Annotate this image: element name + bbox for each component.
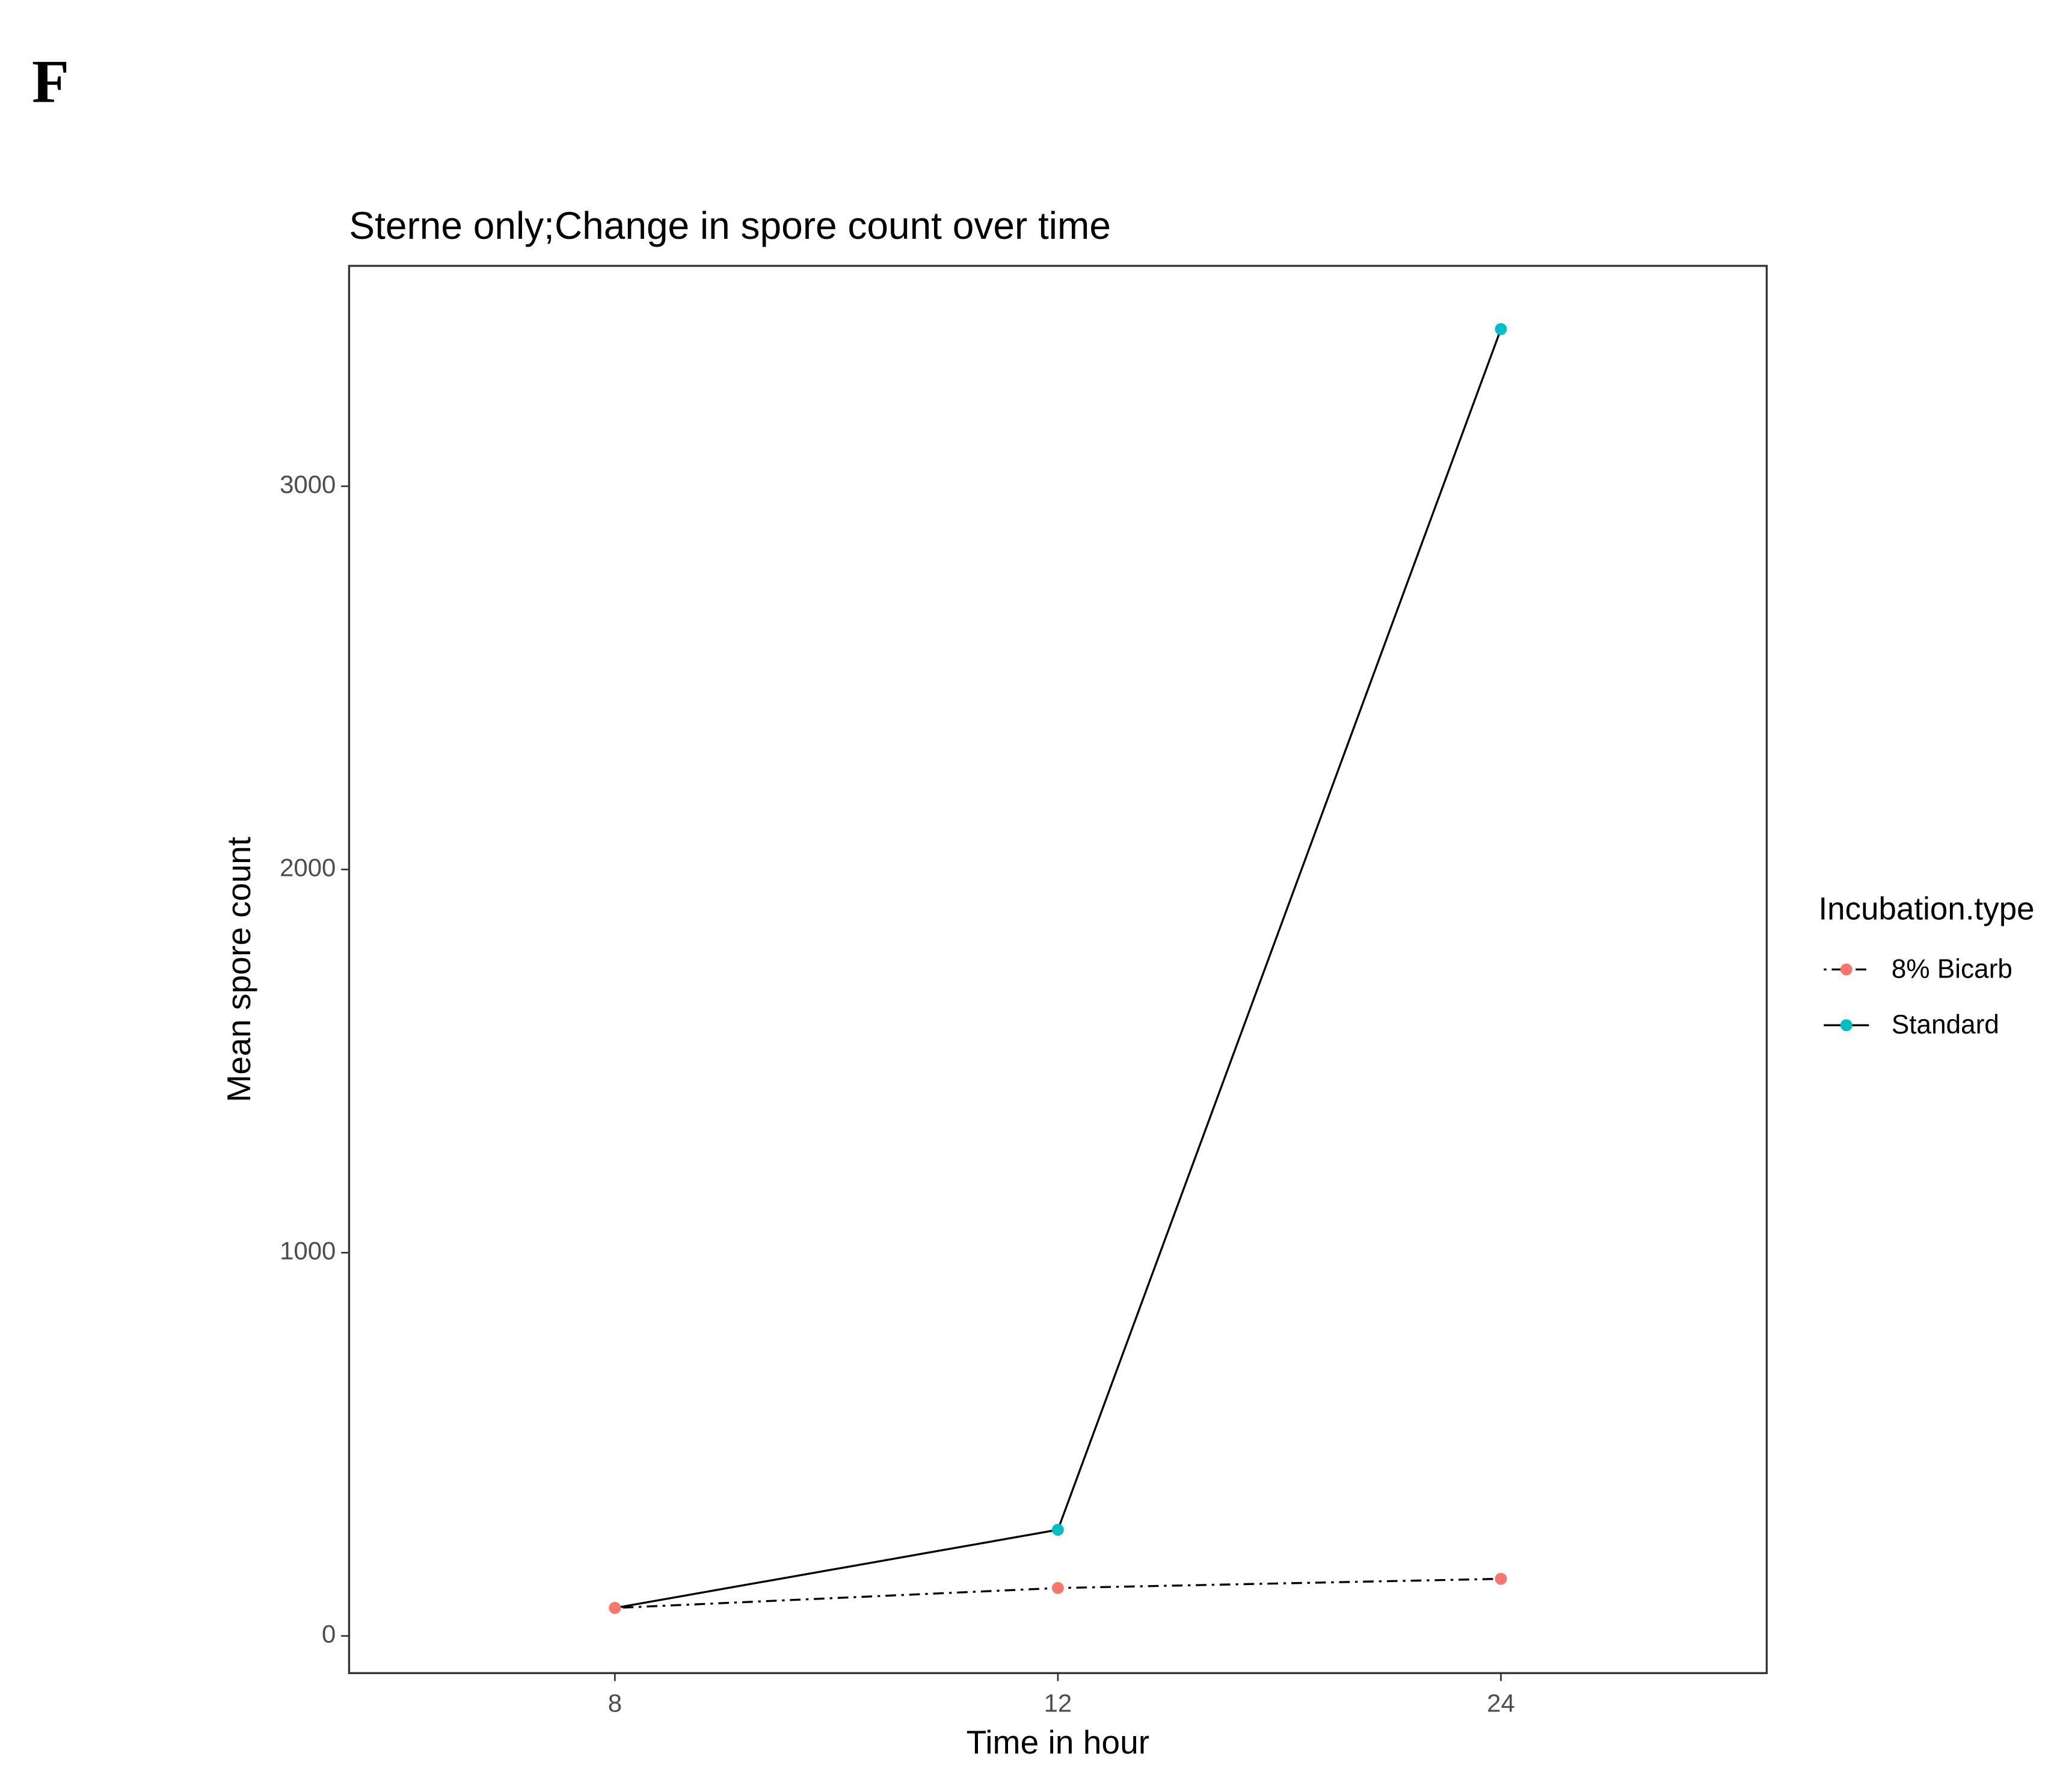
- chart-title: Sterne only;Change in spore count over t…: [349, 204, 1110, 247]
- x-tick-label: 8: [608, 1689, 622, 1717]
- legend-label: 8% Bicarb: [1892, 954, 2012, 984]
- legend-key-point: [1840, 963, 1852, 976]
- y-tick-label: 3000: [280, 470, 336, 498]
- legend-key-point: [1840, 1019, 1852, 1032]
- y-tick-label: 1000: [280, 1236, 336, 1264]
- legend-title: Incubation.type: [1818, 892, 2034, 927]
- data-point: [1495, 323, 1507, 336]
- x-axis-label: Time in hour: [967, 1723, 1149, 1761]
- series-line: [615, 328, 1502, 1609]
- plot-panel: [348, 265, 1768, 1674]
- data-point: [609, 1602, 621, 1614]
- data-point: [1051, 1524, 1064, 1536]
- y-tick-label: 2000: [280, 853, 336, 881]
- panel-label: F: [32, 48, 69, 115]
- data-point: [1495, 1572, 1507, 1585]
- x-tick-label: 12: [1044, 1689, 1072, 1717]
- x-tick-label: 24: [1487, 1689, 1515, 1717]
- legend-label: Standard: [1892, 1010, 1999, 1039]
- y-tick-label: 0: [322, 1620, 336, 1648]
- data-point: [1051, 1581, 1064, 1594]
- y-axis-label: Mean spore count: [220, 837, 257, 1103]
